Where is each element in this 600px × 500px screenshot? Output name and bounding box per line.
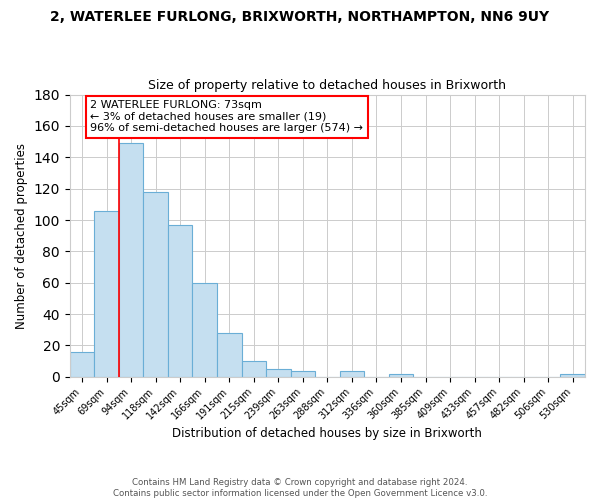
X-axis label: Distribution of detached houses by size in Brixworth: Distribution of detached houses by size … bbox=[172, 427, 482, 440]
Bar bbox=[266, 369, 290, 377]
Title: Size of property relative to detached houses in Brixworth: Size of property relative to detached ho… bbox=[148, 79, 506, 92]
Bar bbox=[143, 192, 168, 377]
Text: 2, WATERLEE FURLONG, BRIXWORTH, NORTHAMPTON, NN6 9UY: 2, WATERLEE FURLONG, BRIXWORTH, NORTHAMP… bbox=[50, 10, 550, 24]
Bar bbox=[340, 370, 364, 377]
Bar bbox=[193, 282, 217, 377]
Bar bbox=[217, 333, 242, 377]
Bar bbox=[70, 352, 94, 377]
Bar bbox=[168, 224, 193, 377]
Text: 2 WATERLEE FURLONG: 73sqm
← 3% of detached houses are smaller (19)
96% of semi-d: 2 WATERLEE FURLONG: 73sqm ← 3% of detach… bbox=[91, 100, 364, 134]
Bar bbox=[94, 210, 119, 377]
Bar bbox=[242, 361, 266, 377]
Text: Contains HM Land Registry data © Crown copyright and database right 2024.
Contai: Contains HM Land Registry data © Crown c… bbox=[113, 478, 487, 498]
Y-axis label: Number of detached properties: Number of detached properties bbox=[15, 142, 28, 328]
Bar bbox=[290, 370, 315, 377]
Bar bbox=[389, 374, 413, 377]
Bar bbox=[119, 143, 143, 377]
Bar bbox=[560, 374, 585, 377]
